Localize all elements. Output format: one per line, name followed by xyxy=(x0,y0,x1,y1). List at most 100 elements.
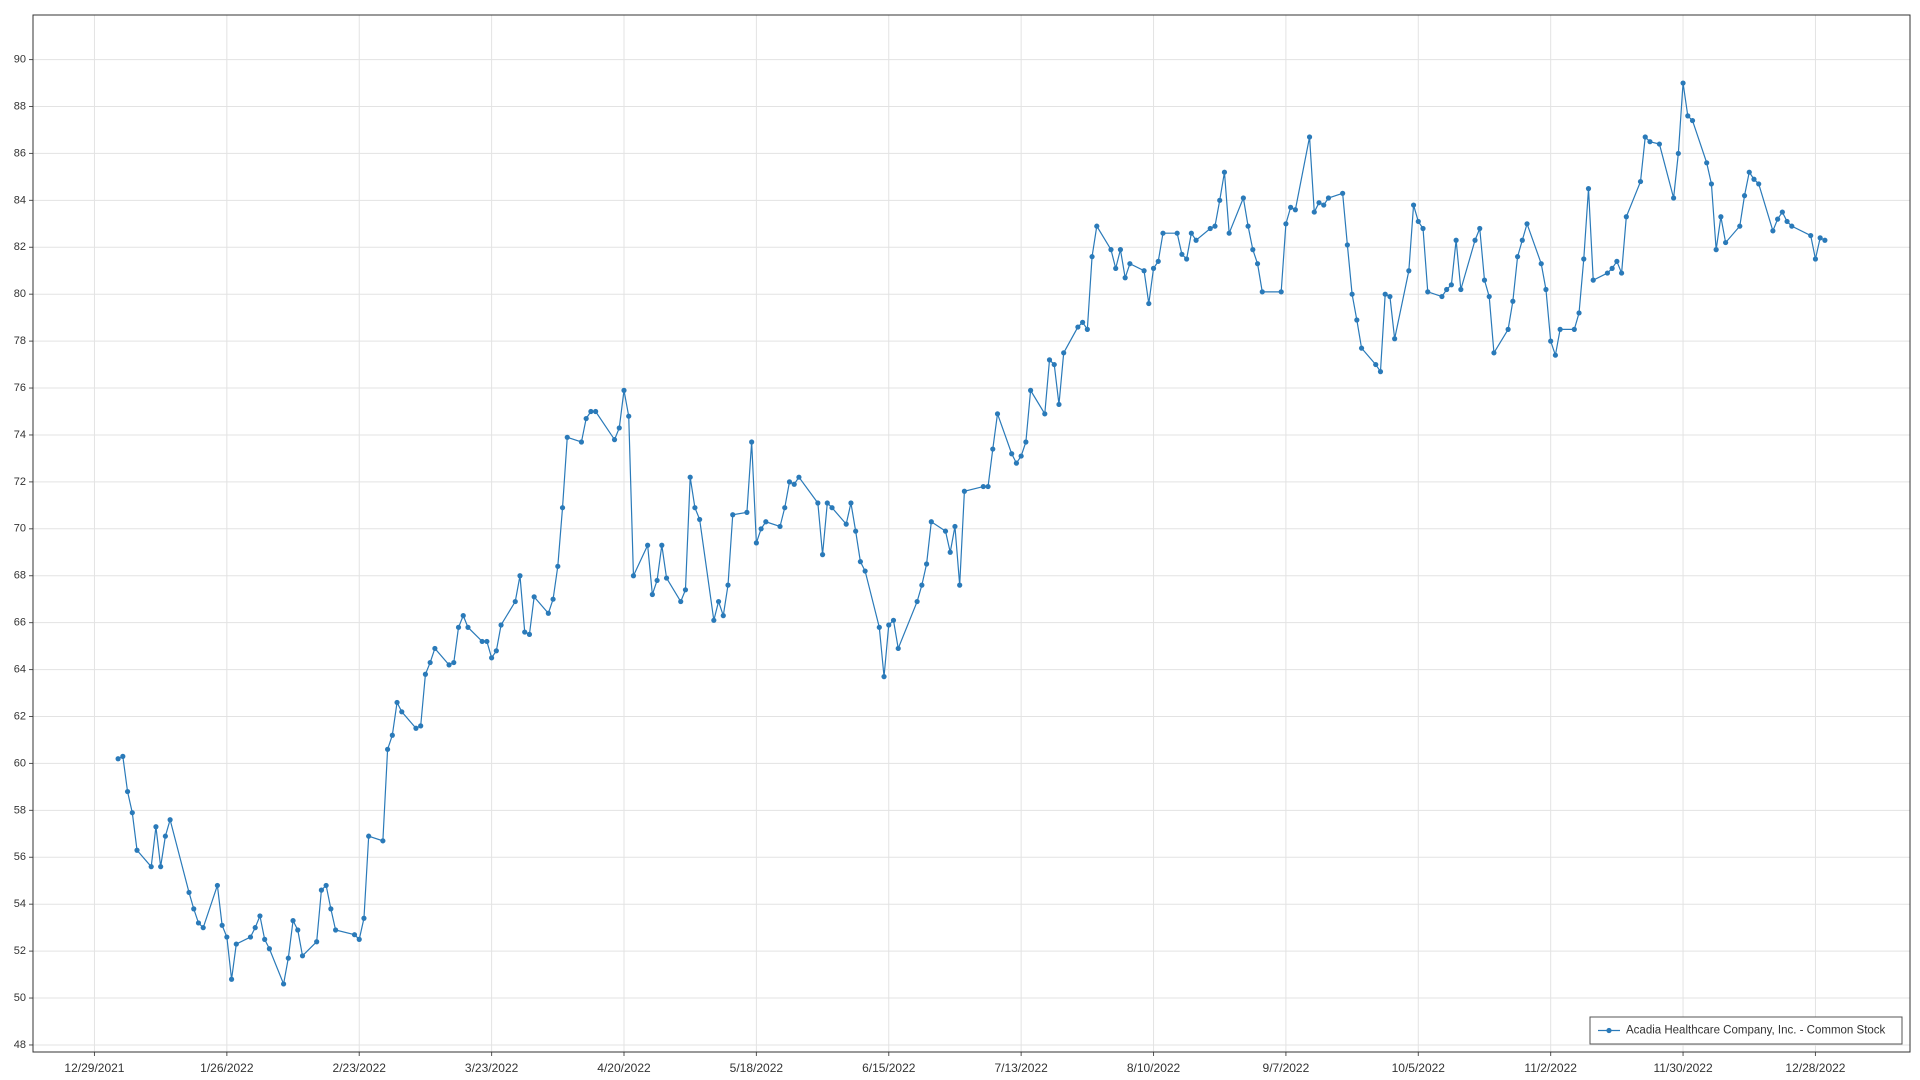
data-point xyxy=(512,598,518,605)
data-point xyxy=(626,413,632,419)
data-point xyxy=(1245,223,1251,229)
data-point xyxy=(1822,237,1828,243)
data-point xyxy=(1604,270,1611,276)
data-point xyxy=(1316,200,1322,206)
data-point xyxy=(1415,218,1421,225)
data-point xyxy=(1581,256,1587,262)
data-point xyxy=(753,540,759,546)
data-point xyxy=(1358,345,1365,351)
data-point xyxy=(380,838,386,844)
data-point xyxy=(663,575,670,581)
data-point xyxy=(1056,401,1062,408)
data-point xyxy=(645,542,651,548)
data-point xyxy=(517,573,523,579)
y-tick-label: 48 xyxy=(14,1039,26,1051)
data-point xyxy=(1283,221,1289,227)
data-point xyxy=(1080,319,1086,325)
data-point xyxy=(1406,268,1412,274)
data-point xyxy=(796,474,802,480)
data-point xyxy=(1519,237,1525,243)
data-point xyxy=(120,753,126,759)
x-tick-label: 2/23/2022 xyxy=(333,1061,387,1075)
data-point xyxy=(366,833,372,839)
data-point xyxy=(153,824,159,830)
data-point xyxy=(162,833,168,839)
y-tick-label: 64 xyxy=(14,663,26,675)
data-point xyxy=(564,434,570,440)
data-point xyxy=(1538,261,1544,267)
data-point xyxy=(522,629,528,635)
data-point xyxy=(1486,293,1492,300)
data-point xyxy=(1051,361,1057,368)
data-point xyxy=(228,976,235,982)
data-point xyxy=(1160,230,1166,236)
data-point xyxy=(1514,254,1521,260)
x-tick-label: 10/5/2022 xyxy=(1392,1061,1446,1075)
data-point xyxy=(961,488,968,494)
data-point xyxy=(659,542,665,548)
data-point xyxy=(923,561,930,567)
data-point xyxy=(1288,204,1294,210)
y-tick-label: 76 xyxy=(14,382,26,394)
data-point xyxy=(148,864,154,870)
data-point xyxy=(578,439,585,445)
data-point xyxy=(1221,169,1228,175)
data-point xyxy=(942,528,949,534)
data-point xyxy=(1155,258,1161,264)
data-point xyxy=(1146,300,1152,307)
data-point xyxy=(990,446,996,452)
data-point xyxy=(678,598,684,605)
data-point xyxy=(1671,195,1677,201)
data-point xyxy=(763,519,769,525)
data-point xyxy=(730,512,736,518)
data-point xyxy=(1240,195,1246,201)
x-tick-label: 7/13/2022 xyxy=(994,1061,1048,1075)
data-point xyxy=(947,549,953,555)
data-point xyxy=(493,648,499,654)
data-point xyxy=(980,483,986,490)
data-point xyxy=(389,732,395,738)
data-point xyxy=(1174,230,1180,236)
data-point xyxy=(711,617,717,623)
data-point xyxy=(1344,242,1350,248)
x-tick-label: 12/28/2022 xyxy=(1785,1061,1845,1075)
data-point xyxy=(791,481,797,487)
y-tick-label: 68 xyxy=(14,570,26,582)
x-tick-label: 12/29/2021 xyxy=(64,1061,124,1075)
data-point xyxy=(819,552,826,558)
series-line xyxy=(117,82,1826,987)
data-point xyxy=(1751,176,1757,182)
data-point xyxy=(295,927,301,933)
data-point xyxy=(616,425,622,431)
data-point xyxy=(1477,225,1483,232)
data-point xyxy=(1226,230,1232,236)
data-point xyxy=(1193,237,1199,243)
data-point xyxy=(1009,451,1015,457)
data-point xyxy=(1321,202,1327,208)
legend-label: Acadia Healthcare Company, Inc. - Common… xyxy=(1626,1025,1886,1037)
data-point xyxy=(1382,291,1388,297)
data-point xyxy=(1311,209,1317,215)
data-point xyxy=(1207,225,1213,232)
legend-box xyxy=(1589,1016,1903,1045)
data-point xyxy=(583,415,589,422)
y-tick-label: 84 xyxy=(14,194,26,206)
data-point xyxy=(1784,218,1790,225)
data-point xyxy=(124,788,131,795)
data-point xyxy=(299,953,306,959)
plot-frame xyxy=(32,14,1911,1053)
data-point xyxy=(881,674,887,680)
data-point xyxy=(484,638,490,645)
legend-marker xyxy=(1606,1027,1612,1034)
data-point xyxy=(862,568,868,574)
data-point xyxy=(526,631,533,637)
x-tick-label: 9/7/2022 xyxy=(1263,1061,1310,1075)
data-point xyxy=(1647,139,1653,145)
data-point xyxy=(1420,225,1426,232)
data-point xyxy=(531,594,537,600)
data-point xyxy=(1817,235,1823,241)
data-point xyxy=(1618,270,1625,276)
data-point xyxy=(1543,286,1549,293)
data-point xyxy=(1685,113,1691,119)
data-point xyxy=(1141,268,1147,274)
